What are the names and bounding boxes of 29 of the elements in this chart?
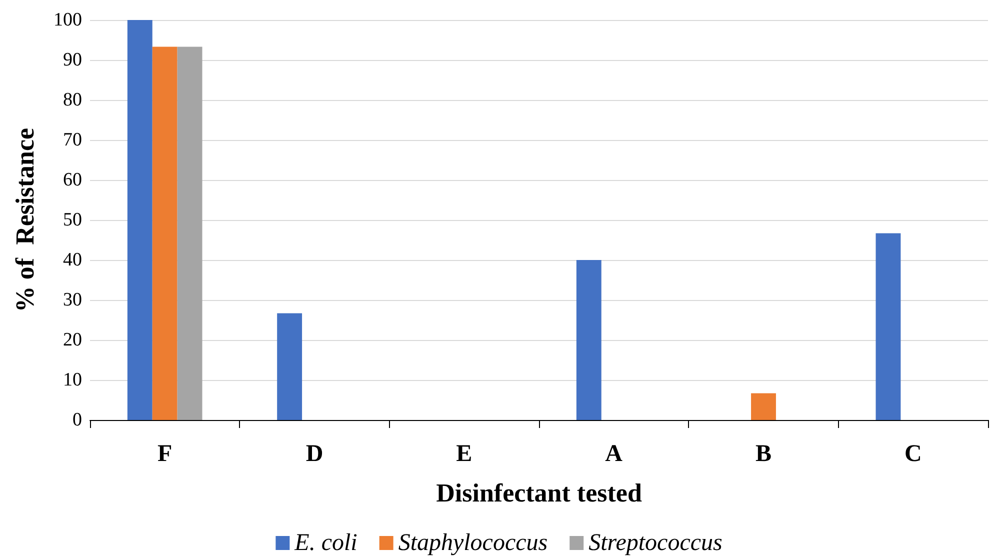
y-axis-title: % of Resistance <box>10 128 40 312</box>
x-tick-label: E <box>456 441 472 467</box>
y-tick-label: 40 <box>63 250 82 270</box>
y-tick-label: 60 <box>63 170 82 190</box>
y-tick-label: 50 <box>63 210 82 230</box>
legend-label: Streptococcus <box>588 530 722 556</box>
y-tick-label: 80 <box>63 90 82 110</box>
x-tick-label: F <box>157 441 172 467</box>
bar <box>876 233 901 420</box>
y-tick-label: 20 <box>63 330 82 350</box>
bar <box>751 393 776 420</box>
y-tick-label: 70 <box>63 130 82 150</box>
legend-label: Staphylococcus <box>398 530 548 556</box>
x-axis-title: Disinfectant tested <box>436 478 642 508</box>
bar <box>127 20 152 420</box>
legend-label: E. coli <box>294 530 358 556</box>
y-tick-label: 90 <box>63 50 82 70</box>
x-tick-label: C <box>904 441 922 467</box>
bar <box>576 260 602 420</box>
y-tick-label: 30 <box>63 290 82 310</box>
x-tick-label: A <box>605 441 624 467</box>
y-tick-label: 10 <box>63 370 82 390</box>
bar <box>277 313 302 420</box>
bar <box>152 46 178 420</box>
y-tick-label: 100 <box>54 10 82 30</box>
x-tick-label: B <box>755 441 772 467</box>
y-tick-label: 0 <box>72 410 82 430</box>
bar <box>177 46 202 420</box>
x-tick-label: D <box>306 441 324 467</box>
